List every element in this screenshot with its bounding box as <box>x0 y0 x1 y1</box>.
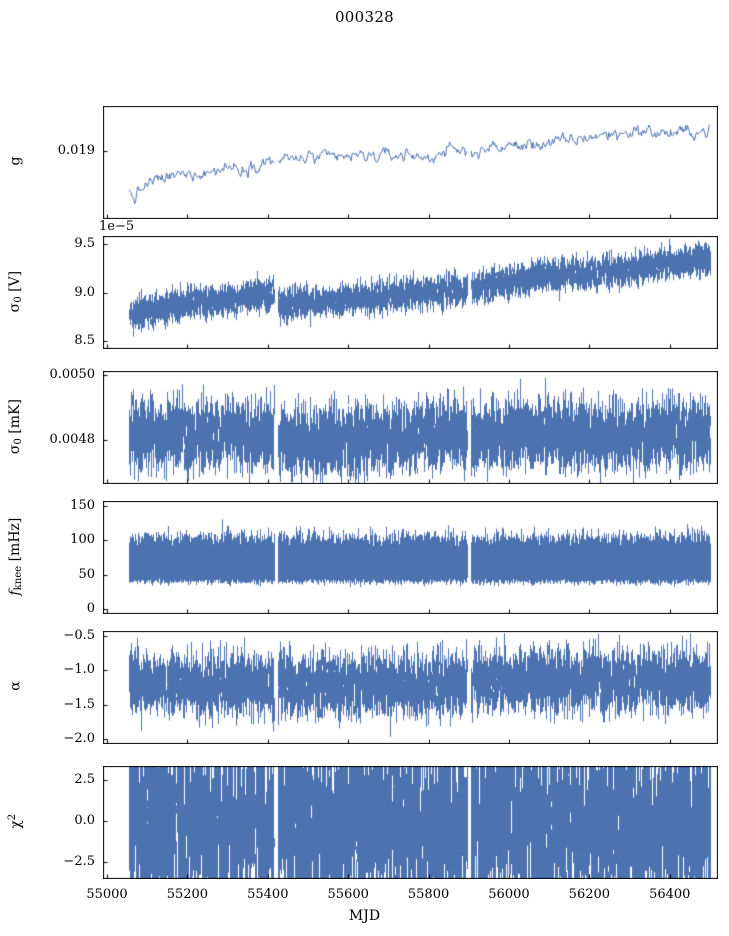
y-tick-label-gain-1: 0.019 <box>57 142 95 158</box>
y-axis-label-chi2: χ2 <box>6 813 24 829</box>
y-tick-label-f_knee-0: 0 <box>86 600 95 616</box>
y-tick-label-sigma0_mk-1: 0.0050 <box>49 366 96 382</box>
y-tick-label-chi2-2: 2.5 <box>74 771 95 787</box>
y-tick-label-sigma0_volts-2: 9.5 <box>74 235 95 251</box>
y-axis-label-sigma0_volts: σ0 [V] <box>6 270 24 312</box>
x-tick-label-2: 55400 <box>247 887 289 902</box>
y-tick-label-sigma0_volts-1: 9.0 <box>74 284 95 300</box>
plot-line-f_knee <box>103 501 718 614</box>
plot-panel-gain <box>103 106 718 219</box>
y-tick-label-alpha-2: −1.5 <box>63 696 95 712</box>
y-tick-label-sigma0_mk-0: 0.0048 <box>49 431 96 447</box>
x-tick-label-0: 55000 <box>86 887 128 902</box>
y-tick-label-sigma0_volts-0: 8.5 <box>74 332 95 348</box>
y-axis-label-gain: g <box>7 156 23 165</box>
y-tick-label-f_knee-3: 150 <box>70 497 95 513</box>
x-tick-label-7: 56400 <box>649 887 691 902</box>
y-axis-label-f_knee: fknee [mHz] <box>6 517 24 596</box>
y-tick-label-alpha-3: −2.0 <box>63 730 95 746</box>
plot-line-chi2 <box>103 766 718 879</box>
x-tick-label-3: 55600 <box>327 887 369 902</box>
x-tick-label-6: 56200 <box>568 887 611 902</box>
y-axis-label-sigma0_mk: σ0 [mK] <box>6 398 24 454</box>
x-tick-label-1: 55200 <box>166 887 209 902</box>
plot-line-gain <box>103 106 718 219</box>
x-axis-label: MJD <box>348 908 381 924</box>
y-tick-label-alpha-0: −0.5 <box>63 627 95 643</box>
plot-panel-f_knee <box>103 501 718 614</box>
plot-panel-sigma0_volts <box>103 236 718 349</box>
y-tick-label-alpha-1: −1.0 <box>63 661 95 677</box>
plot-panel-chi2 <box>103 766 718 879</box>
y-axis-label-alpha: α <box>7 680 23 691</box>
y-tick-label-f_knee-1: 50 <box>78 566 95 582</box>
y-tick-label-chi2-1: 0.0 <box>74 812 95 828</box>
plot-line-sigma0_volts <box>103 236 718 349</box>
plot-line-alpha <box>103 631 718 744</box>
plot-line-sigma0_mk <box>103 371 718 484</box>
y-tick-label-chi2-0: −2.5 <box>63 853 95 869</box>
plot-panel-sigma0_mk <box>103 371 718 484</box>
x-tick-label-4: 55800 <box>407 887 450 902</box>
y-tick-label-f_knee-2: 100 <box>70 531 95 547</box>
figure-title: 000328 <box>334 8 395 26</box>
y-axis-offset-text-sigma0_volts: 1e−5 <box>99 219 135 234</box>
x-tick-label-5: 56000 <box>488 887 530 902</box>
plot-panel-alpha <box>103 631 718 744</box>
